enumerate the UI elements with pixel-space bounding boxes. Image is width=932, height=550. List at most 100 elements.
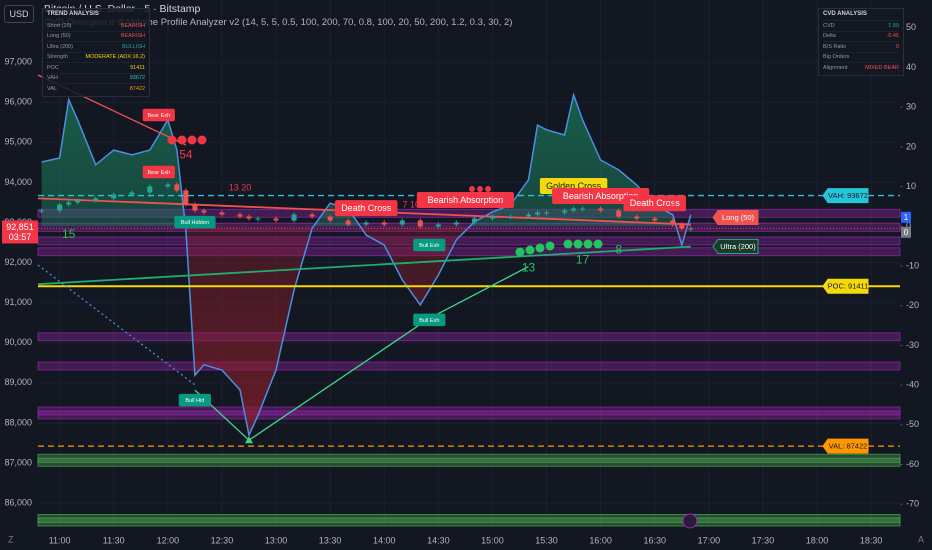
- row-label: POC: [47, 64, 59, 71]
- x-tick-label: 11:00: [49, 535, 71, 545]
- candle: [39, 210, 45, 212]
- y2-tick-label: -50: [906, 419, 919, 429]
- signal-dot: [167, 135, 177, 145]
- row-value: BEARISH: [120, 33, 145, 40]
- candle: [616, 210, 622, 217]
- signal-label: Bearish Absorption: [428, 195, 504, 205]
- candle: [93, 198, 99, 201]
- signal-label: Bear Exh: [148, 170, 171, 176]
- signal-count: 15: [62, 227, 76, 241]
- signal-count: 17: [576, 252, 590, 266]
- y2-tick-label: 30: [906, 102, 916, 112]
- table-row: Short (20) BEARISH: [47, 20, 145, 31]
- candle: [634, 216, 640, 219]
- candle: [291, 214, 297, 221]
- profile-zone: [37, 208, 901, 218]
- x-tick-label: 18:30: [860, 535, 883, 545]
- profile-zone: [37, 236, 901, 246]
- signal-count: 13: [522, 260, 536, 274]
- signal-label-box: [413, 238, 446, 252]
- candle: [147, 186, 153, 193]
- last-price: 92,851: [6, 222, 34, 232]
- y-tick-label: 96,000: [4, 97, 32, 107]
- y-tick-label: 89,000: [4, 377, 32, 387]
- candle: [201, 210, 207, 213]
- y-tick-label: 90,000: [4, 337, 32, 347]
- candle: [327, 216, 333, 221]
- signal-dot: [187, 135, 197, 145]
- signal-label: Golden Cross: [546, 181, 602, 191]
- candle: [246, 216, 252, 219]
- table-row: VAH 93672: [47, 72, 145, 84]
- trendline: [194, 266, 529, 442]
- x-tick-label: 17:00: [698, 535, 721, 545]
- table-row: Long (50) BEARISH: [47, 30, 145, 42]
- signal-dot: [535, 243, 545, 253]
- candle: [417, 220, 423, 227]
- y2-tick-label: 20: [906, 141, 916, 151]
- y2-tag: 0: [904, 228, 909, 237]
- x-tick-label: 16:30: [643, 535, 666, 545]
- trend-table: TREND ANALYSIS Short (20) BEARISH Long (50…: [42, 8, 150, 97]
- signal-label-box: [174, 215, 216, 229]
- profile-zone: [37, 361, 901, 371]
- candle: [66, 202, 72, 205]
- signal-count: 7 10: [403, 200, 421, 210]
- event-icon[interactable]: [682, 513, 698, 529]
- candle: [129, 192, 135, 195]
- candle: [192, 204, 198, 211]
- y-tick-label: 94,000: [4, 177, 32, 187]
- pivot-marker: [244, 436, 253, 444]
- signal-dot: [515, 247, 525, 257]
- y2-tick-label: -40: [906, 379, 919, 389]
- level-tag-box: [822, 188, 869, 204]
- ma-tag-box: [712, 239, 759, 255]
- candle: [471, 218, 477, 223]
- table-row: POC 91411: [47, 62, 145, 73]
- signal-count: 13 20: [229, 182, 252, 192]
- x-tick-label: 15:30: [535, 535, 558, 545]
- row-label: Big Orders: [823, 54, 850, 61]
- candle: [309, 214, 315, 217]
- signal-dot: [485, 186, 491, 192]
- candle: [453, 222, 459, 225]
- x-tick-label: 17:30: [752, 535, 775, 545]
- candle: [111, 194, 117, 199]
- y2-tick-label: 40: [906, 62, 916, 72]
- ma-tag: Ultra (200): [720, 242, 756, 251]
- y2-tag: 1: [904, 213, 909, 222]
- signal-dot: [573, 239, 583, 249]
- row-label: VAH: [47, 75, 58, 82]
- footer-zoom[interactable]: Z: [8, 534, 14, 544]
- row-value: 1.89: [888, 22, 899, 29]
- row-value: -0.45: [886, 33, 899, 40]
- candle: [544, 212, 550, 214]
- table-row: Ultra (200) BULLISH: [47, 41, 145, 52]
- footer-auto[interactable]: A: [918, 534, 924, 544]
- y-tick-label: 88,000: [4, 417, 32, 427]
- x-tick-label: 14:00: [373, 535, 396, 545]
- row-label: Strength: [47, 54, 68, 61]
- candle: [165, 184, 171, 187]
- row-value: BULLISH: [122, 43, 145, 50]
- cvd-table: CVD ANALYSIS CVD 1.89 Delta -0.45 B/S Ratio 0…: [818, 8, 904, 76]
- row-value: 91411: [130, 64, 145, 71]
- row-label: Ultra (200): [47, 43, 73, 50]
- level-tag: POC: 91411: [828, 282, 869, 291]
- row-label: Delta: [823, 33, 836, 40]
- currency-button[interactable]: USD: [4, 5, 34, 23]
- x-tick-label: 11:30: [103, 535, 125, 545]
- profile-zone: [37, 332, 901, 342]
- y2-tick-label: 50: [906, 22, 916, 32]
- y2-tick-label: -10: [906, 260, 919, 270]
- row-value: 0: [895, 43, 899, 50]
- y-tick-label: 92,000: [4, 257, 32, 267]
- ma-tag-box: [712, 209, 759, 225]
- level-tag: VAH: 93672: [828, 191, 868, 200]
- level-tag: VAL: 87422: [829, 442, 868, 451]
- signal-label: Bear Exh: [148, 113, 171, 119]
- table-row: Alignment MIXED BEAR: [823, 62, 899, 73]
- y-tick-label: 91,000: [4, 297, 32, 307]
